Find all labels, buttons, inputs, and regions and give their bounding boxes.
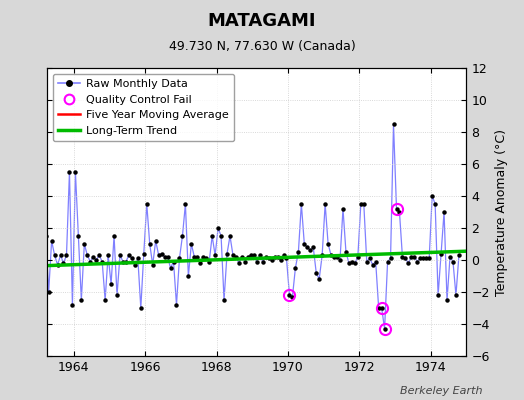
Text: 49.730 N, 77.630 W (Canada): 49.730 N, 77.630 W (Canada) xyxy=(169,40,355,53)
Text: MATAGAMI: MATAGAMI xyxy=(208,12,316,30)
Legend: Raw Monthly Data, Quality Control Fail, Five Year Moving Average, Long-Term Tren: Raw Monthly Data, Quality Control Fail, … xyxy=(53,74,234,141)
Y-axis label: Temperature Anomaly (°C): Temperature Anomaly (°C) xyxy=(495,128,508,296)
Text: Berkeley Earth: Berkeley Earth xyxy=(400,386,482,396)
